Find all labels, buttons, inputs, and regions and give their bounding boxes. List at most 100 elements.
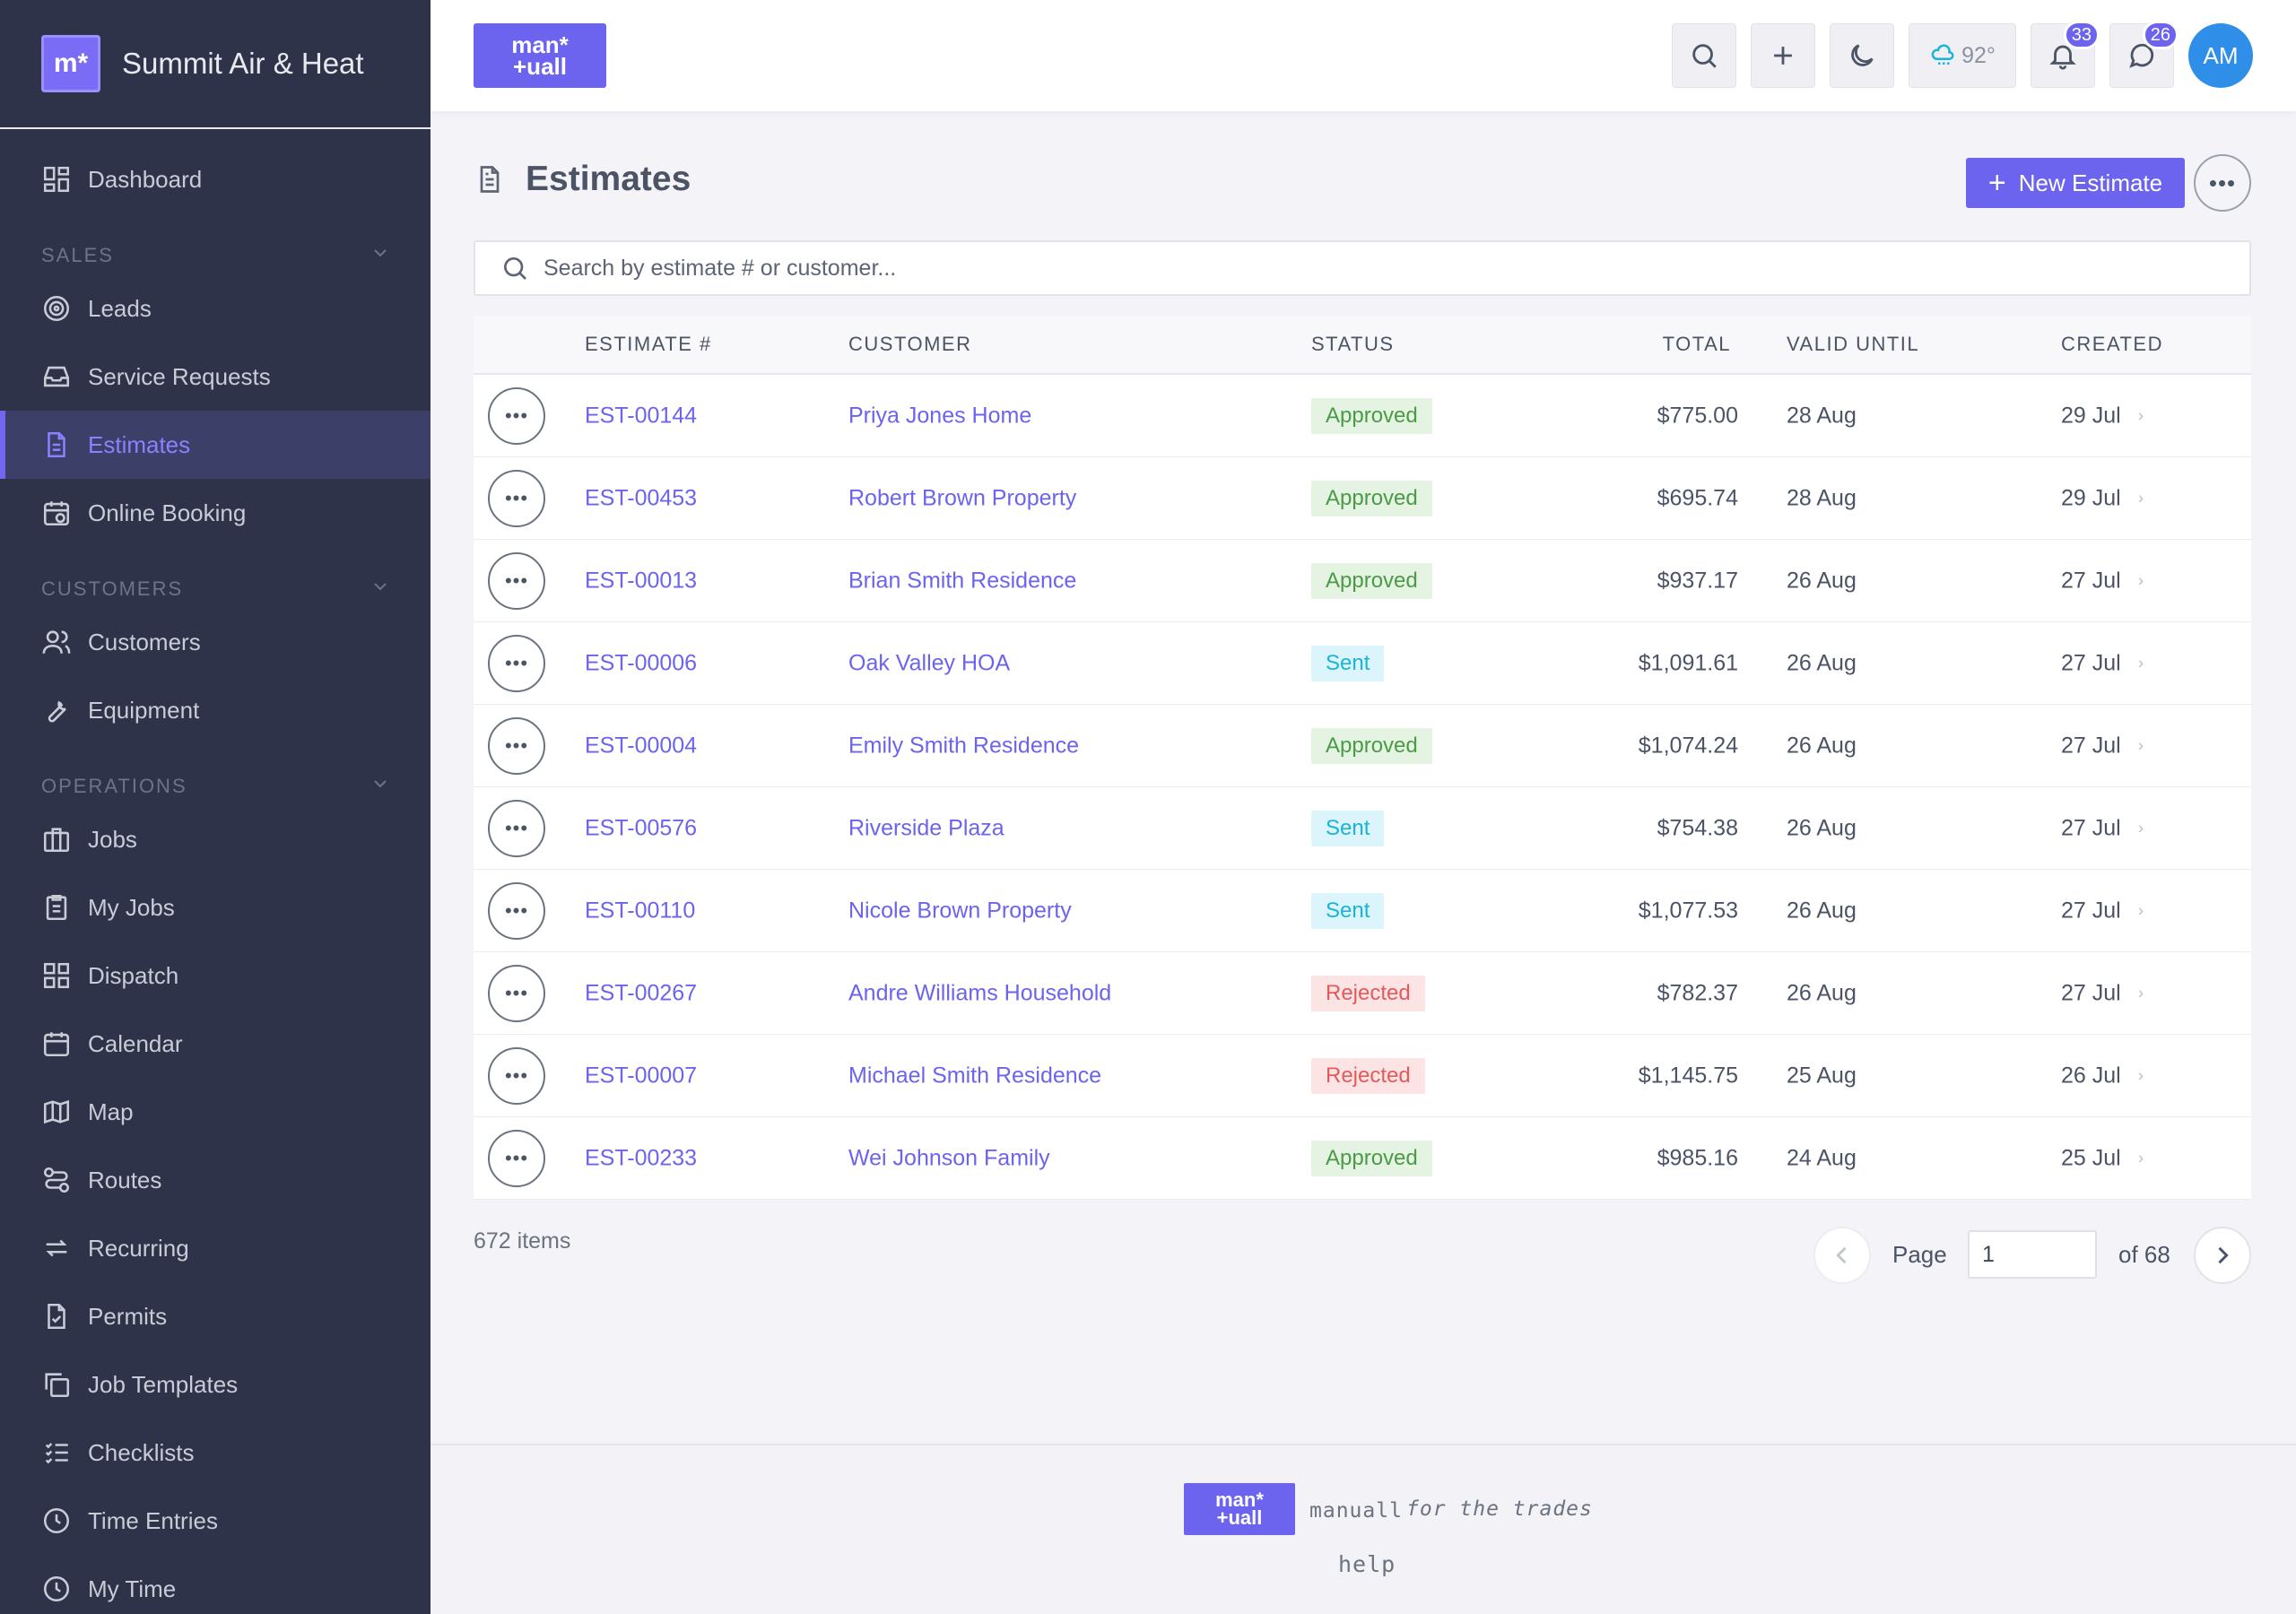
sidebar-item-label: Recurring [88, 1234, 189, 1262]
sidebar-item-jobs[interactable]: Jobs [0, 805, 430, 873]
table-row[interactable]: ••• EST-00013 Brian Smith Residence Approve… [474, 540, 2251, 622]
customer-link[interactable]: Michael Smith Residence [848, 1063, 1102, 1088]
chevron-right-icon [2218, 1246, 2229, 1264]
table-row[interactable]: ••• EST-00233 Wei Johnson Family Approved $9… [474, 1117, 2251, 1200]
sidebar-item-routes[interactable]: Routes [0, 1146, 430, 1214]
sidebar-section-sales[interactable]: SALES [0, 213, 430, 274]
row-chevron-icon: › [2138, 654, 2144, 672]
new-estimate-button[interactable]: + New Estimate [1966, 158, 2185, 208]
customer-link[interactable]: Emily Smith Residence [848, 733, 1080, 758]
sidebar-section-customers[interactable]: CUSTOMERS [0, 547, 430, 608]
row-actions-button[interactable]: ••• [488, 964, 545, 1022]
sidebar-item-leads[interactable]: Leads [0, 274, 430, 343]
customer-link[interactable]: Robert Brown Property [848, 485, 1077, 510]
user-avatar[interactable]: AM [2188, 23, 2253, 88]
theme-toggle-button[interactable] [1830, 23, 1894, 88]
table-row[interactable]: ••• EST-00144 Priya Jones Home Approved $775… [474, 375, 2251, 457]
customer-link[interactable]: Nicole Brown Property [848, 898, 1072, 923]
estimate-number-link[interactable]: EST-00004 [585, 733, 698, 758]
table-row[interactable]: ••• EST-00453 Robert Brown Property Approve… [474, 457, 2251, 540]
sidebar-item-my-jobs[interactable]: My Jobs [0, 873, 430, 941]
sidebar-item-recurring[interactable]: Recurring [0, 1214, 430, 1282]
next-page-button[interactable] [2194, 1227, 2251, 1284]
status-badge: Sent [1311, 892, 1385, 929]
sidebar-item-job-templates[interactable]: Job Templates [0, 1350, 430, 1419]
app-logo[interactable]: man* +uall [474, 23, 606, 88]
estimate-number-link[interactable]: EST-00110 [585, 898, 696, 923]
sidebar-item-time-entries[interactable]: Time Entries [0, 1487, 430, 1555]
sidebar-item-label: Map [88, 1098, 134, 1125]
page-number-input[interactable] [1968, 1230, 2097, 1279]
header-customer[interactable]: CUSTOMER [848, 333, 972, 355]
customer-link[interactable]: Andre Williams Household [848, 980, 1112, 1005]
row-actions-button[interactable]: ••• [488, 799, 545, 857]
sidebar-item-calendar[interactable]: Calendar [0, 1010, 430, 1078]
estimate-number-link[interactable]: EST-00144 [585, 403, 698, 428]
customer-link[interactable]: Riverside Plaza [848, 815, 1004, 840]
sidebar-item-permits[interactable]: Permits [0, 1282, 430, 1350]
header-estimate-number[interactable]: ESTIMATE # [585, 333, 712, 355]
sidebar-item-online-booking[interactable]: Online Booking [0, 479, 430, 547]
sidebar-item-map[interactable]: Map [0, 1078, 430, 1146]
row-chevron-icon: › [2138, 1149, 2144, 1167]
customer-link[interactable]: Oak Valley HOA [848, 650, 1011, 675]
sidebar: m* Summit Air & Heat Dashboard SALES Leads… [0, 0, 430, 1614]
sidebar-item-equipment[interactable]: Equipment [0, 676, 430, 744]
table-row[interactable]: ••• EST-00006 Oak Valley HOA Sent $1,091.61 2… [474, 622, 2251, 705]
customer-link[interactable]: Brian Smith Residence [848, 568, 1077, 593]
customer-link[interactable]: Wei Johnson Family [848, 1145, 1050, 1170]
estimate-number-link[interactable]: EST-00576 [585, 815, 698, 840]
estimate-number-link[interactable]: EST-00233 [585, 1145, 698, 1170]
header-created[interactable]: CREATED [2061, 333, 2163, 355]
table-row[interactable]: ••• EST-00110 Nicole Brown Property Sent $1,… [474, 870, 2251, 952]
sidebar-item-dashboard[interactable]: Dashboard [0, 145, 430, 213]
footer-help-link[interactable]: help [1338, 1551, 1396, 1577]
estimate-number-link[interactable]: EST-00013 [585, 568, 698, 593]
prev-page-button[interactable] [1813, 1227, 1871, 1284]
search-button[interactable] [1672, 23, 1736, 88]
header-valid-until[interactable]: VALID UNTIL [1787, 333, 1920, 355]
items-count: 672 items [474, 1228, 571, 1254]
row-actions-button[interactable]: ••• [488, 551, 545, 610]
sidebar-section-operations[interactable]: OPERATIONS [0, 744, 430, 805]
row-actions-button[interactable]: ••• [488, 881, 545, 940]
brand[interactable]: m* Summit Air & Heat [0, 0, 430, 129]
equipment-icon [48, 700, 66, 723]
sidebar-item-dispatch[interactable]: Dispatch [0, 941, 430, 1010]
weather-widget[interactable]: 92° [1909, 23, 2016, 88]
estimate-number-link[interactable]: EST-00006 [585, 650, 698, 675]
sidebar-item-customers[interactable]: Customers [0, 608, 430, 676]
table-row[interactable]: ••• EST-00576 Riverside Plaza Sent $754.38 26… [474, 787, 2251, 870]
row-actions-button[interactable]: ••• [488, 1046, 545, 1105]
table-row[interactable]: ••• EST-00004 Emily Smith Residence Approve… [474, 705, 2251, 787]
sidebar-nav: Dashboard SALES Leads Service Requests Estim… [0, 129, 430, 1614]
row-actions-button[interactable]: ••• [488, 469, 545, 527]
notifications-button[interactable]: 33 [2031, 21, 2100, 88]
chat-icon [2129, 43, 2154, 68]
table-row[interactable]: ••• EST-00267 Andre Williams Household Reje… [474, 952, 2251, 1035]
search-input[interactable] [544, 255, 2158, 282]
sidebar-item-estimates[interactable]: Estimates [0, 411, 430, 479]
messages-button[interactable]: 26 [2109, 21, 2179, 88]
row-actions-button[interactable]: ••• [488, 716, 545, 775]
page-more-button[interactable]: ••• [2194, 154, 2251, 212]
header-status[interactable]: STATUS [1311, 333, 1395, 355]
row-actions-button[interactable]: ••• [488, 1129, 545, 1187]
estimate-number-link[interactable]: EST-00267 [585, 980, 698, 1005]
table-row[interactable]: ••• EST-00007 Michael Smith Residence Rejec… [474, 1035, 2251, 1117]
created-value: 27 Jul [2061, 980, 2121, 1005]
estimate-number-link[interactable]: EST-00007 [585, 1063, 698, 1088]
footer-logo[interactable]: man* +uall [1184, 1483, 1295, 1535]
leads-icon [43, 295, 70, 322]
row-actions-button[interactable]: ••• [488, 634, 545, 692]
sidebar-item-service-requests[interactable]: Service Requests [0, 343, 430, 411]
estimate-number-link[interactable]: EST-00453 [585, 485, 698, 510]
header-total[interactable]: TOTAL [1662, 333, 1731, 355]
valid-until-value: 26 Aug [1787, 650, 1857, 675]
footer-logo-line2: +uall [1216, 1506, 1263, 1529]
customer-link[interactable]: Priya Jones Home [848, 403, 1032, 428]
sidebar-item-my-time[interactable]: My Time [0, 1555, 430, 1614]
add-button[interactable] [1751, 23, 1815, 88]
sidebar-item-checklists[interactable]: Checklists [0, 1419, 430, 1487]
row-actions-button[interactable]: ••• [488, 386, 545, 445]
